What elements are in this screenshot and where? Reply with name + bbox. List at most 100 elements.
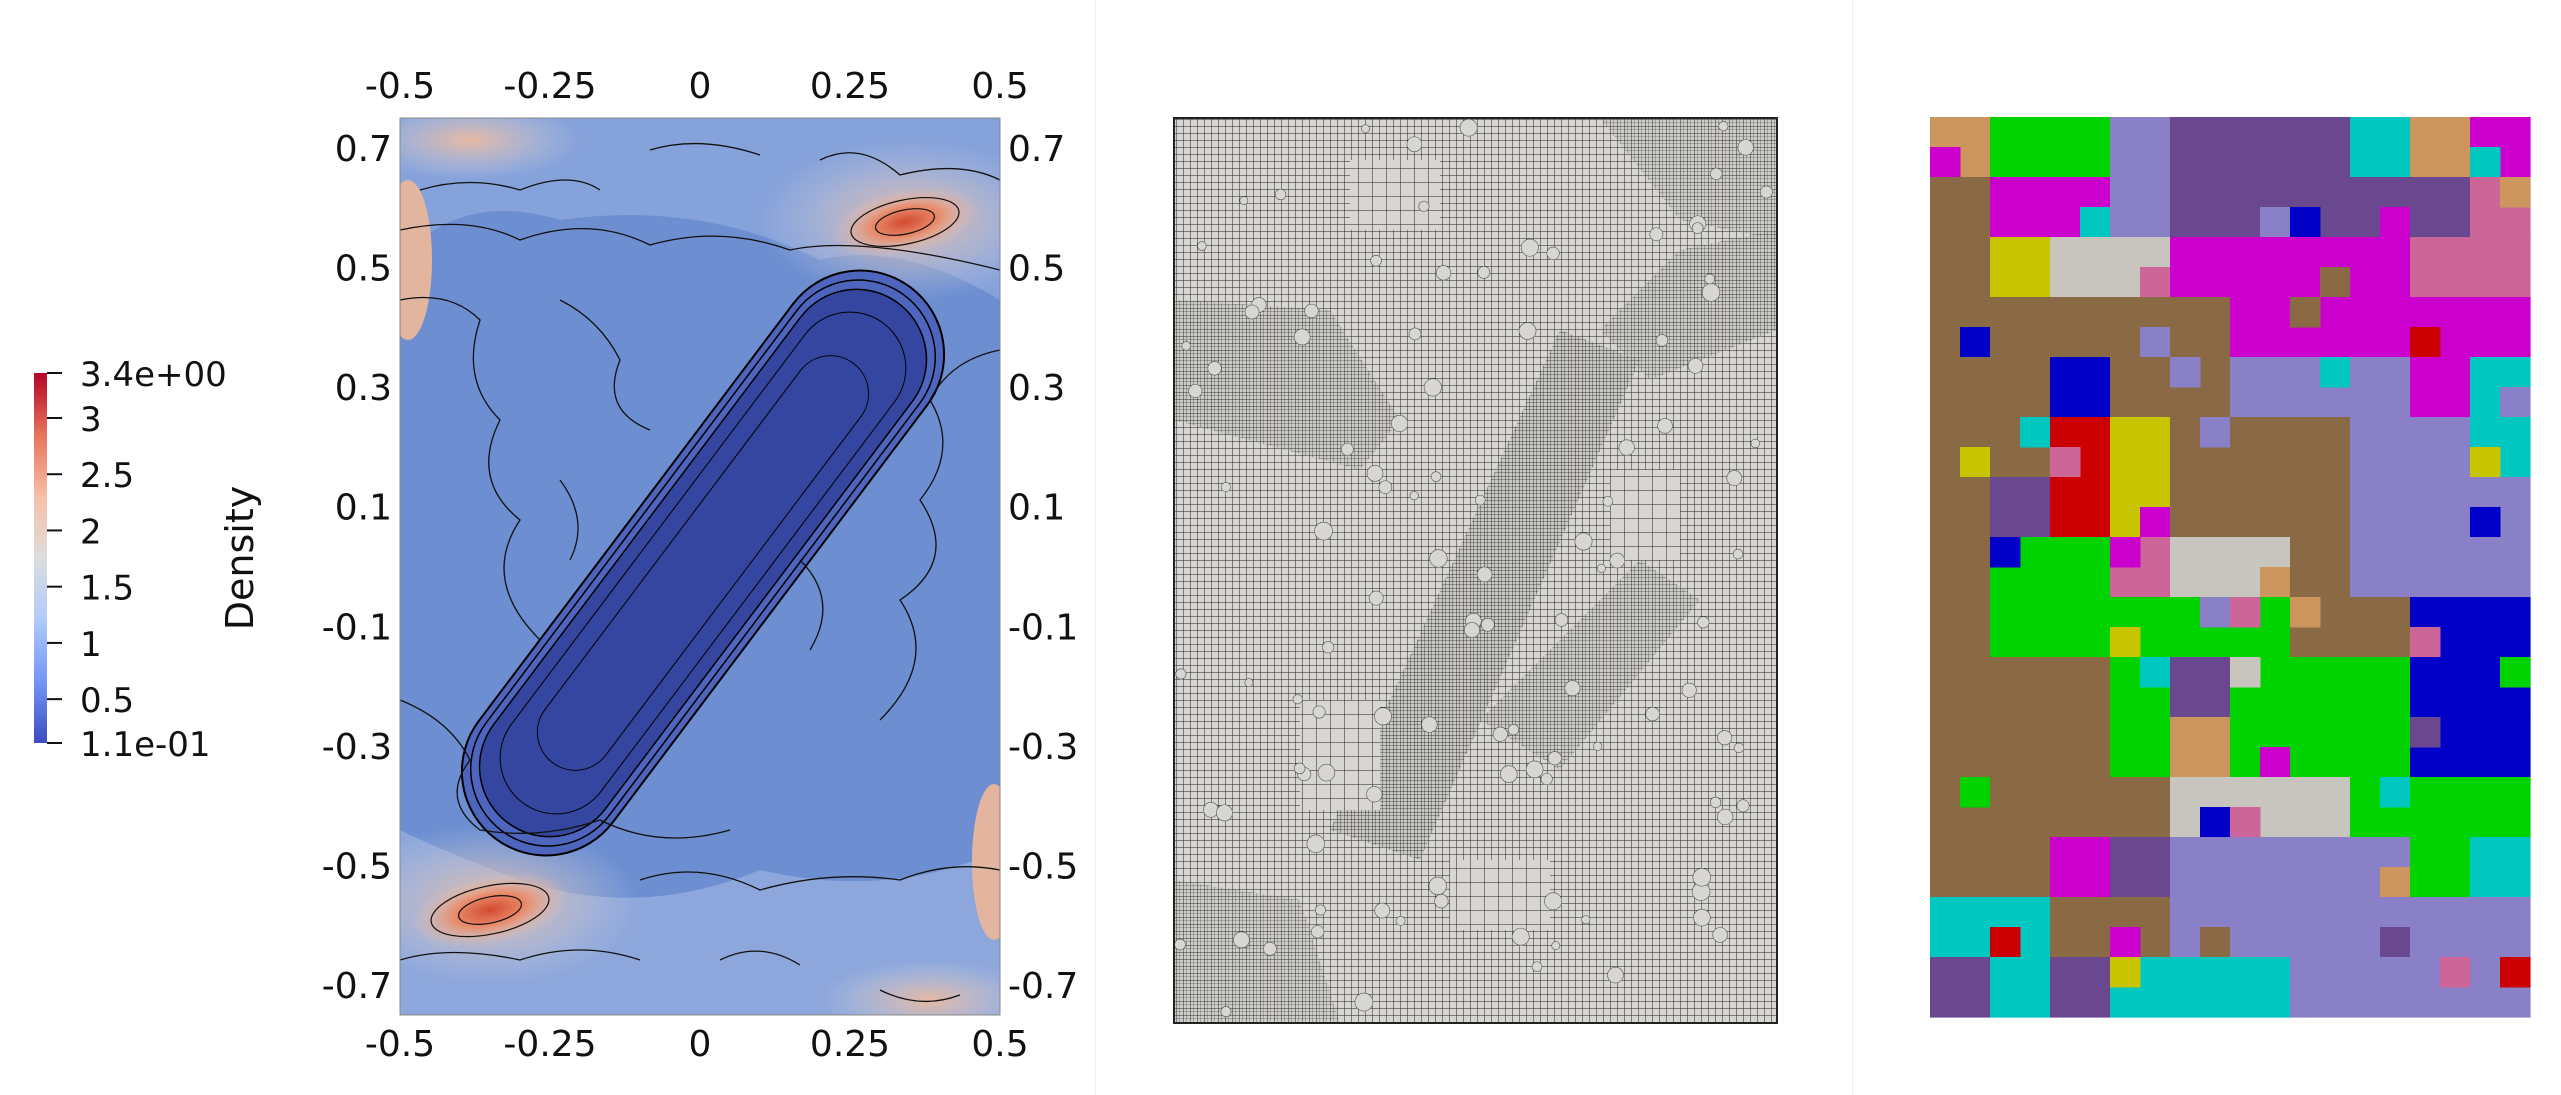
x-tick-label-bottom: -0.5 [365, 1024, 435, 1065]
mesh-circles [1174, 118, 1773, 1018]
partition-subcell [2470, 507, 2501, 538]
partition-cell [2350, 237, 2411, 298]
mesh-circle [1378, 480, 1393, 495]
partition-subcell [1930, 147, 1961, 178]
partition-subcell [2200, 927, 2231, 958]
mesh-circle [1574, 532, 1593, 551]
partition-cell [2050, 957, 2111, 1018]
partition-cell [2410, 897, 2471, 958]
mesh-circle [1408, 327, 1422, 341]
partition-cell [2470, 777, 2531, 838]
density-x-ticks-top: -0.5 -0.25 0 0.25 0.5 [365, 66, 1029, 107]
density-y-ticks-right: 0.7 0.5 0.3 0.1 -0.1 -0.3 -0.5 -0.7 [1008, 129, 1078, 1007]
mesh-circle [1704, 273, 1716, 285]
density-edge-left [400, 180, 432, 340]
mesh-circle [1216, 804, 1233, 822]
partition-cell [2050, 837, 2111, 898]
mesh-circle [1540, 773, 1553, 786]
partition-cell [2470, 237, 2531, 298]
mesh-circle [1429, 549, 1448, 568]
partition-cell [2050, 657, 2111, 718]
partition-subcell [2200, 417, 2231, 448]
mesh-circle [1233, 931, 1250, 949]
mesh-circle [1406, 136, 1423, 152]
mesh-refined-top-right [1600, 118, 1777, 240]
partition-cell [1990, 297, 2051, 358]
partition-cell [1990, 657, 2051, 718]
mesh-circle [1220, 481, 1231, 493]
mesh-circle [1317, 763, 1336, 782]
mesh-circle [1732, 548, 1744, 560]
mesh-circle [1750, 438, 1760, 449]
mesh-circle [1518, 322, 1537, 340]
mesh-circle [1244, 304, 1260, 320]
y-tick-label-left: 0.7 [335, 129, 392, 170]
partition-subcell [2140, 327, 2171, 358]
density-y-ticks-left: 0.7 0.5 0.3 0.1 -0.1 -0.3 -0.5 -0.7 [322, 129, 392, 1007]
x-tick-label-bottom: 0 [689, 1024, 712, 1065]
mesh-circle [1244, 678, 1254, 688]
partition-cell [1990, 357, 2051, 418]
partition-cell [1990, 597, 2051, 658]
partition-cell [2110, 777, 2171, 838]
partition-cell [2230, 837, 2291, 898]
mesh-circle [1421, 716, 1438, 733]
mesh-circle [1693, 908, 1711, 927]
partition-cell [2050, 597, 2111, 658]
partition-cell [2410, 417, 2471, 478]
partition-cell [1930, 357, 1991, 418]
mesh-circle [1304, 303, 1319, 319]
mesh-circle [1322, 641, 1335, 654]
density-x-ticks-bottom: -0.5 -0.25 0 0.25 0.5 [365, 1024, 1029, 1065]
partition-cell [2290, 777, 2351, 838]
partition-cell [2230, 477, 2291, 538]
mesh-circle [1477, 266, 1491, 279]
partition-subcell [1960, 777, 1991, 808]
partition-subcell [2200, 597, 2231, 628]
partition-cell [1930, 897, 1991, 958]
x-tick-label-top: 0 [689, 66, 712, 107]
mesh-circle [1188, 383, 1203, 398]
partition-cell [2350, 657, 2411, 718]
mesh-circle [1717, 730, 1733, 746]
partition-subcell [2290, 597, 2321, 628]
partition-cell [2410, 357, 2471, 418]
colorbar-bar [34, 373, 47, 743]
mesh-circle [1459, 118, 1478, 137]
mesh-circle [1374, 707, 1392, 726]
partition-cell [2410, 237, 2471, 298]
partition-cell [2350, 117, 2411, 178]
mesh-circle [1306, 834, 1325, 853]
mesh-circle [1395, 916, 1406, 926]
partition-cell [2170, 237, 2231, 298]
partition-subcell [2140, 267, 2171, 298]
y-tick-label-left: -0.3 [322, 727, 392, 768]
mesh-circle [1368, 590, 1384, 606]
colorbar-tick-label: 0.5 [80, 681, 134, 721]
mesh-coarse-region-4 [1450, 860, 1550, 930]
mesh-circle [1520, 238, 1539, 257]
partition-cell [2230, 417, 2291, 478]
partition-cell [2230, 297, 2291, 358]
mesh-circle [1311, 925, 1325, 939]
partition-cell [1990, 477, 2051, 538]
mesh-circle [1701, 283, 1721, 302]
partition-subcell [2410, 327, 2441, 358]
partition-cell [2230, 117, 2291, 178]
mesh-coarse-region-3 [1610, 470, 1680, 560]
x-tick-label-top: 0.25 [810, 66, 890, 107]
y-tick-label-left: 0.3 [335, 368, 392, 409]
mesh-circle [1736, 799, 1750, 813]
x-tick-label-top: -0.25 [503, 66, 596, 107]
mesh-circle [1554, 613, 1569, 627]
partition-subcell [2500, 957, 2531, 988]
mesh-circle [1531, 961, 1543, 972]
y-tick-label-left: 0.1 [335, 488, 392, 529]
partition-cell [2050, 357, 2111, 418]
mesh-circle [1602, 495, 1614, 507]
density-peak-top-right [831, 187, 979, 257]
partition-cell [2290, 717, 2351, 778]
colorbar: 3.4e+00 3 2.5 2 1.5 1 0.51.1e-01 Density [34, 355, 262, 765]
partition-cell [2050, 477, 2111, 538]
